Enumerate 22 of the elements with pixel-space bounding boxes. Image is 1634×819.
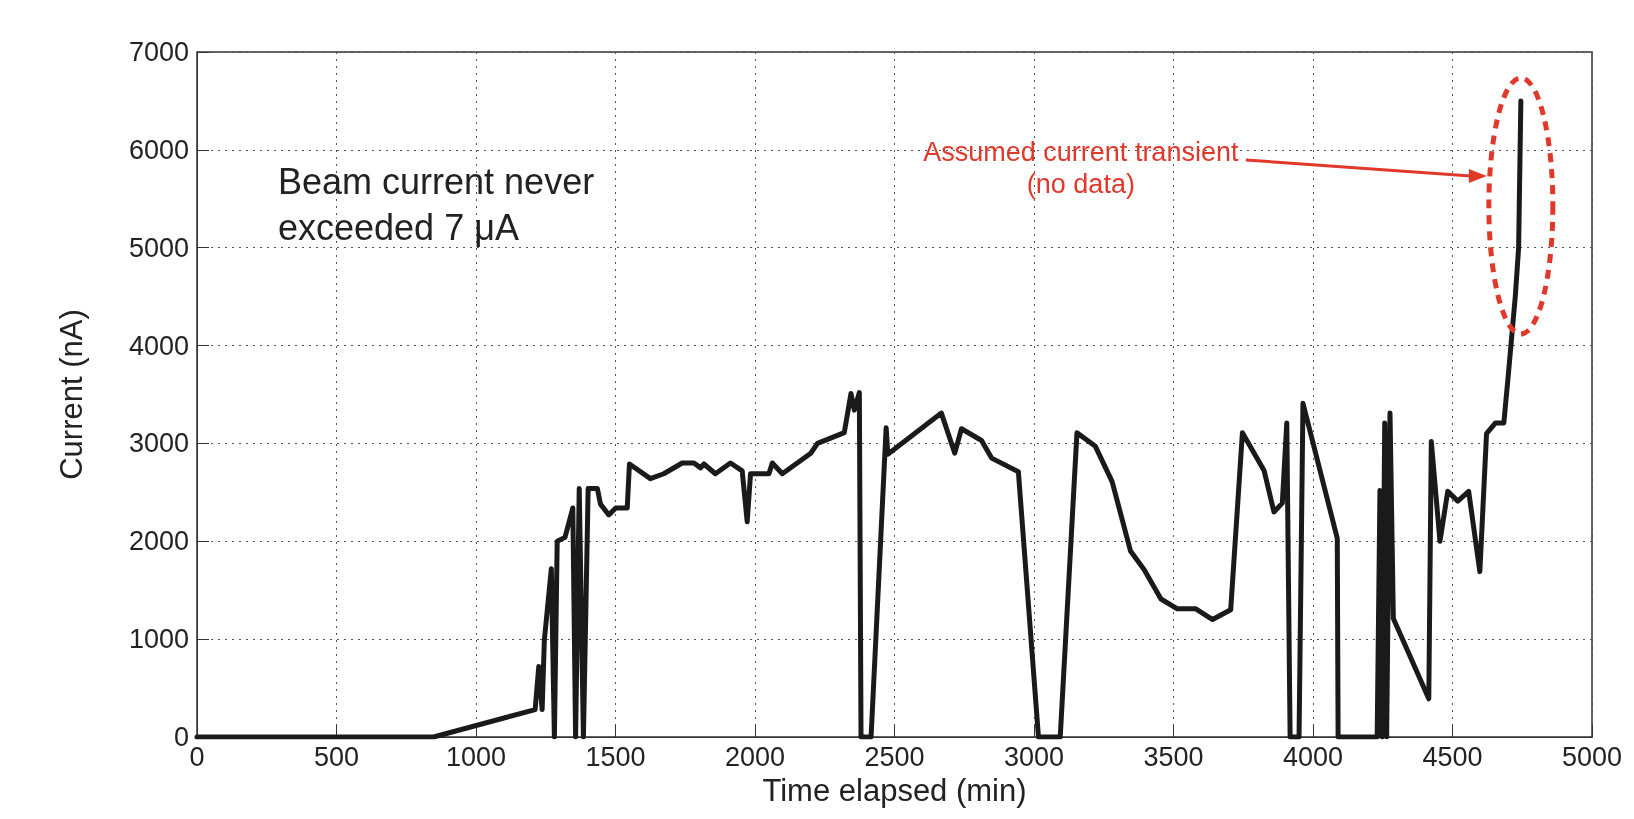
x-tick-label: 1500 — [585, 741, 646, 772]
y-tick-label: 6000 — [128, 134, 189, 165]
y-tick-label: 0 — [173, 722, 189, 752]
x-tick-label: 4000 — [1282, 741, 1344, 772]
x-tick-label: 4500 — [1422, 741, 1483, 772]
annotation: Assumed current transient (no data) — [923, 136, 1239, 199]
x-tick-label: 500 — [313, 741, 360, 772]
x-axis-title: Time elapsed (min) — [762, 772, 1027, 808]
annotation: Beam current never exceeded 7 μA — [278, 160, 595, 248]
y-tick-label: 1000 — [128, 624, 189, 655]
y-tick-label: 5000 — [128, 232, 189, 263]
y-axis-title: Current (nA) — [54, 309, 89, 480]
x-tick-label: 3000 — [1003, 741, 1065, 772]
x-tick-label: 2500 — [864, 741, 925, 772]
y-tick-label: 4000 — [128, 330, 189, 361]
y-tick-label: 2000 — [128, 526, 189, 557]
x-tick-label: 2000 — [724, 741, 786, 772]
y-tick-label: 3000 — [128, 428, 189, 459]
y-tick-label: 7000 — [128, 37, 189, 67]
x-tick-label: 3500 — [1143, 741, 1204, 772]
x-tick-label: 1000 — [445, 741, 507, 772]
x-tick-label: 5000 — [1561, 741, 1623, 772]
